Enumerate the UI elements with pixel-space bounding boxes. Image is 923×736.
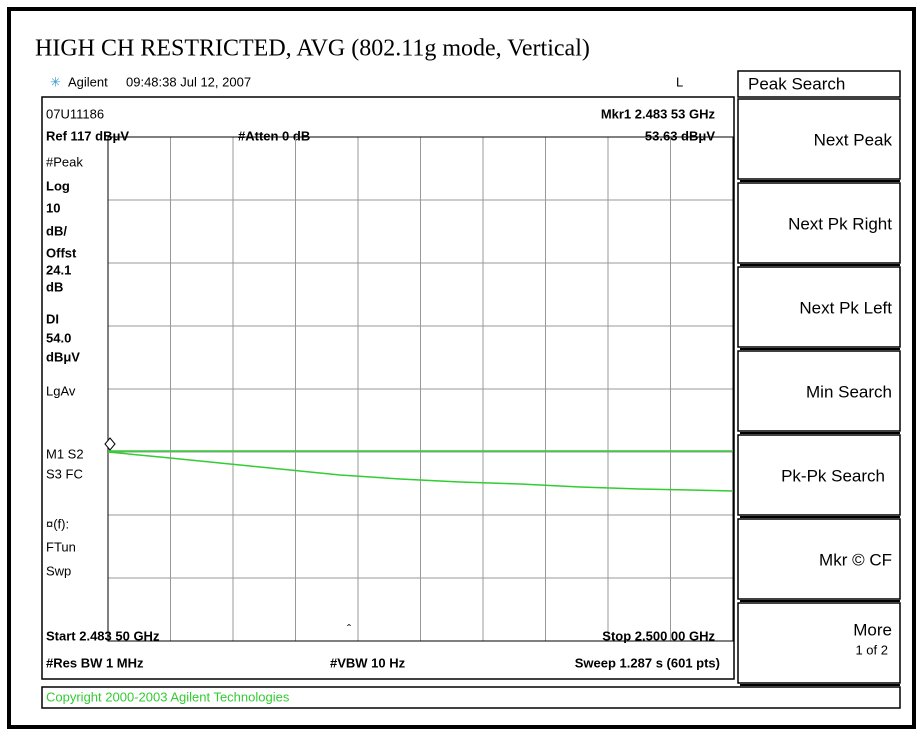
softkey[interactable] <box>737 602 901 684</box>
side-label: dB <box>46 279 63 294</box>
side-label: FTun <box>46 539 76 554</box>
softkey-label: Next Pk Right <box>788 214 892 233</box>
vbw: #VBW 10 Hz <box>330 655 406 670</box>
screen <box>41 96 735 680</box>
timestamp: 09:48:38 Jul 12, 2007 <box>126 74 251 89</box>
sweep: Sweep 1.287 s (601 pts) <box>575 655 720 670</box>
start-freq: Start 2.483 50 GHz <box>46 628 160 643</box>
softkey[interactable] <box>737 434 901 516</box>
softkey-title: Peak Search <box>748 74 845 93</box>
softkey[interactable] <box>737 182 901 264</box>
softkey[interactable] <box>737 350 901 432</box>
attenuation: #Atten 0 dB <box>238 128 310 143</box>
center-caret: ˆ <box>347 621 352 636</box>
softkey[interactable] <box>737 98 901 180</box>
softkey-label: Next Pk Left <box>799 298 892 317</box>
side-label: S3 FC <box>46 466 83 481</box>
rbw: #Res BW 1 MHz <box>46 655 144 670</box>
status-bar <box>41 686 901 709</box>
softkey-label: Pk-Pk Search <box>781 466 885 485</box>
trace <box>107 451 734 492</box>
title: HIGH CH RESTRICTED, AVG (802.11g mode, V… <box>35 36 590 62</box>
marker-value: 53.63 dBμV <box>645 128 715 143</box>
stop-freq: Stop 2.500 00 GHz <box>602 628 715 643</box>
side-label: ¤(f): <box>46 516 69 531</box>
softkey-label: Mkr © CF <box>819 550 892 569</box>
side-label: M1 S2 <box>46 446 84 461</box>
softkey-label: Next Peak <box>814 130 893 149</box>
agilent-logo: ✳ <box>50 74 61 89</box>
softkey-label: Min Search <box>806 382 892 401</box>
side-label: dB/ <box>46 223 67 238</box>
brand: Agilent <box>68 74 108 89</box>
status-text: Copyright 2000-2003 Agilent Technologies <box>46 689 290 704</box>
side-label: #Peak <box>46 154 83 169</box>
side-label: dBμV <box>46 349 80 364</box>
side-label: Offst <box>46 245 77 260</box>
side-label: DI <box>46 311 59 326</box>
screen-id: 07U11186 <box>46 106 104 121</box>
softkey-label: More <box>853 620 892 639</box>
side-label: 24.1 <box>46 262 71 277</box>
graticule <box>108 137 733 641</box>
softkey[interactable] <box>737 266 901 348</box>
side-label: LgAv <box>46 383 76 398</box>
ref-level: Ref 117 dBμV <box>46 128 129 143</box>
side-label: 10 <box>46 200 60 215</box>
side-label: Swp <box>46 563 71 578</box>
marker <box>104 437 116 451</box>
softkey-sublabel: 1 of 2 <box>855 642 888 657</box>
softkey[interactable] <box>737 518 901 600</box>
graticule-border <box>107 136 734 642</box>
frame <box>7 7 916 729</box>
softkey-title-box <box>737 70 901 98</box>
marker-freq: Mkr1 2.483 53 GHz <box>601 106 716 121</box>
side-label: Log <box>46 178 70 193</box>
flag: L <box>676 74 683 89</box>
side-label: 54.0 <box>46 330 71 345</box>
